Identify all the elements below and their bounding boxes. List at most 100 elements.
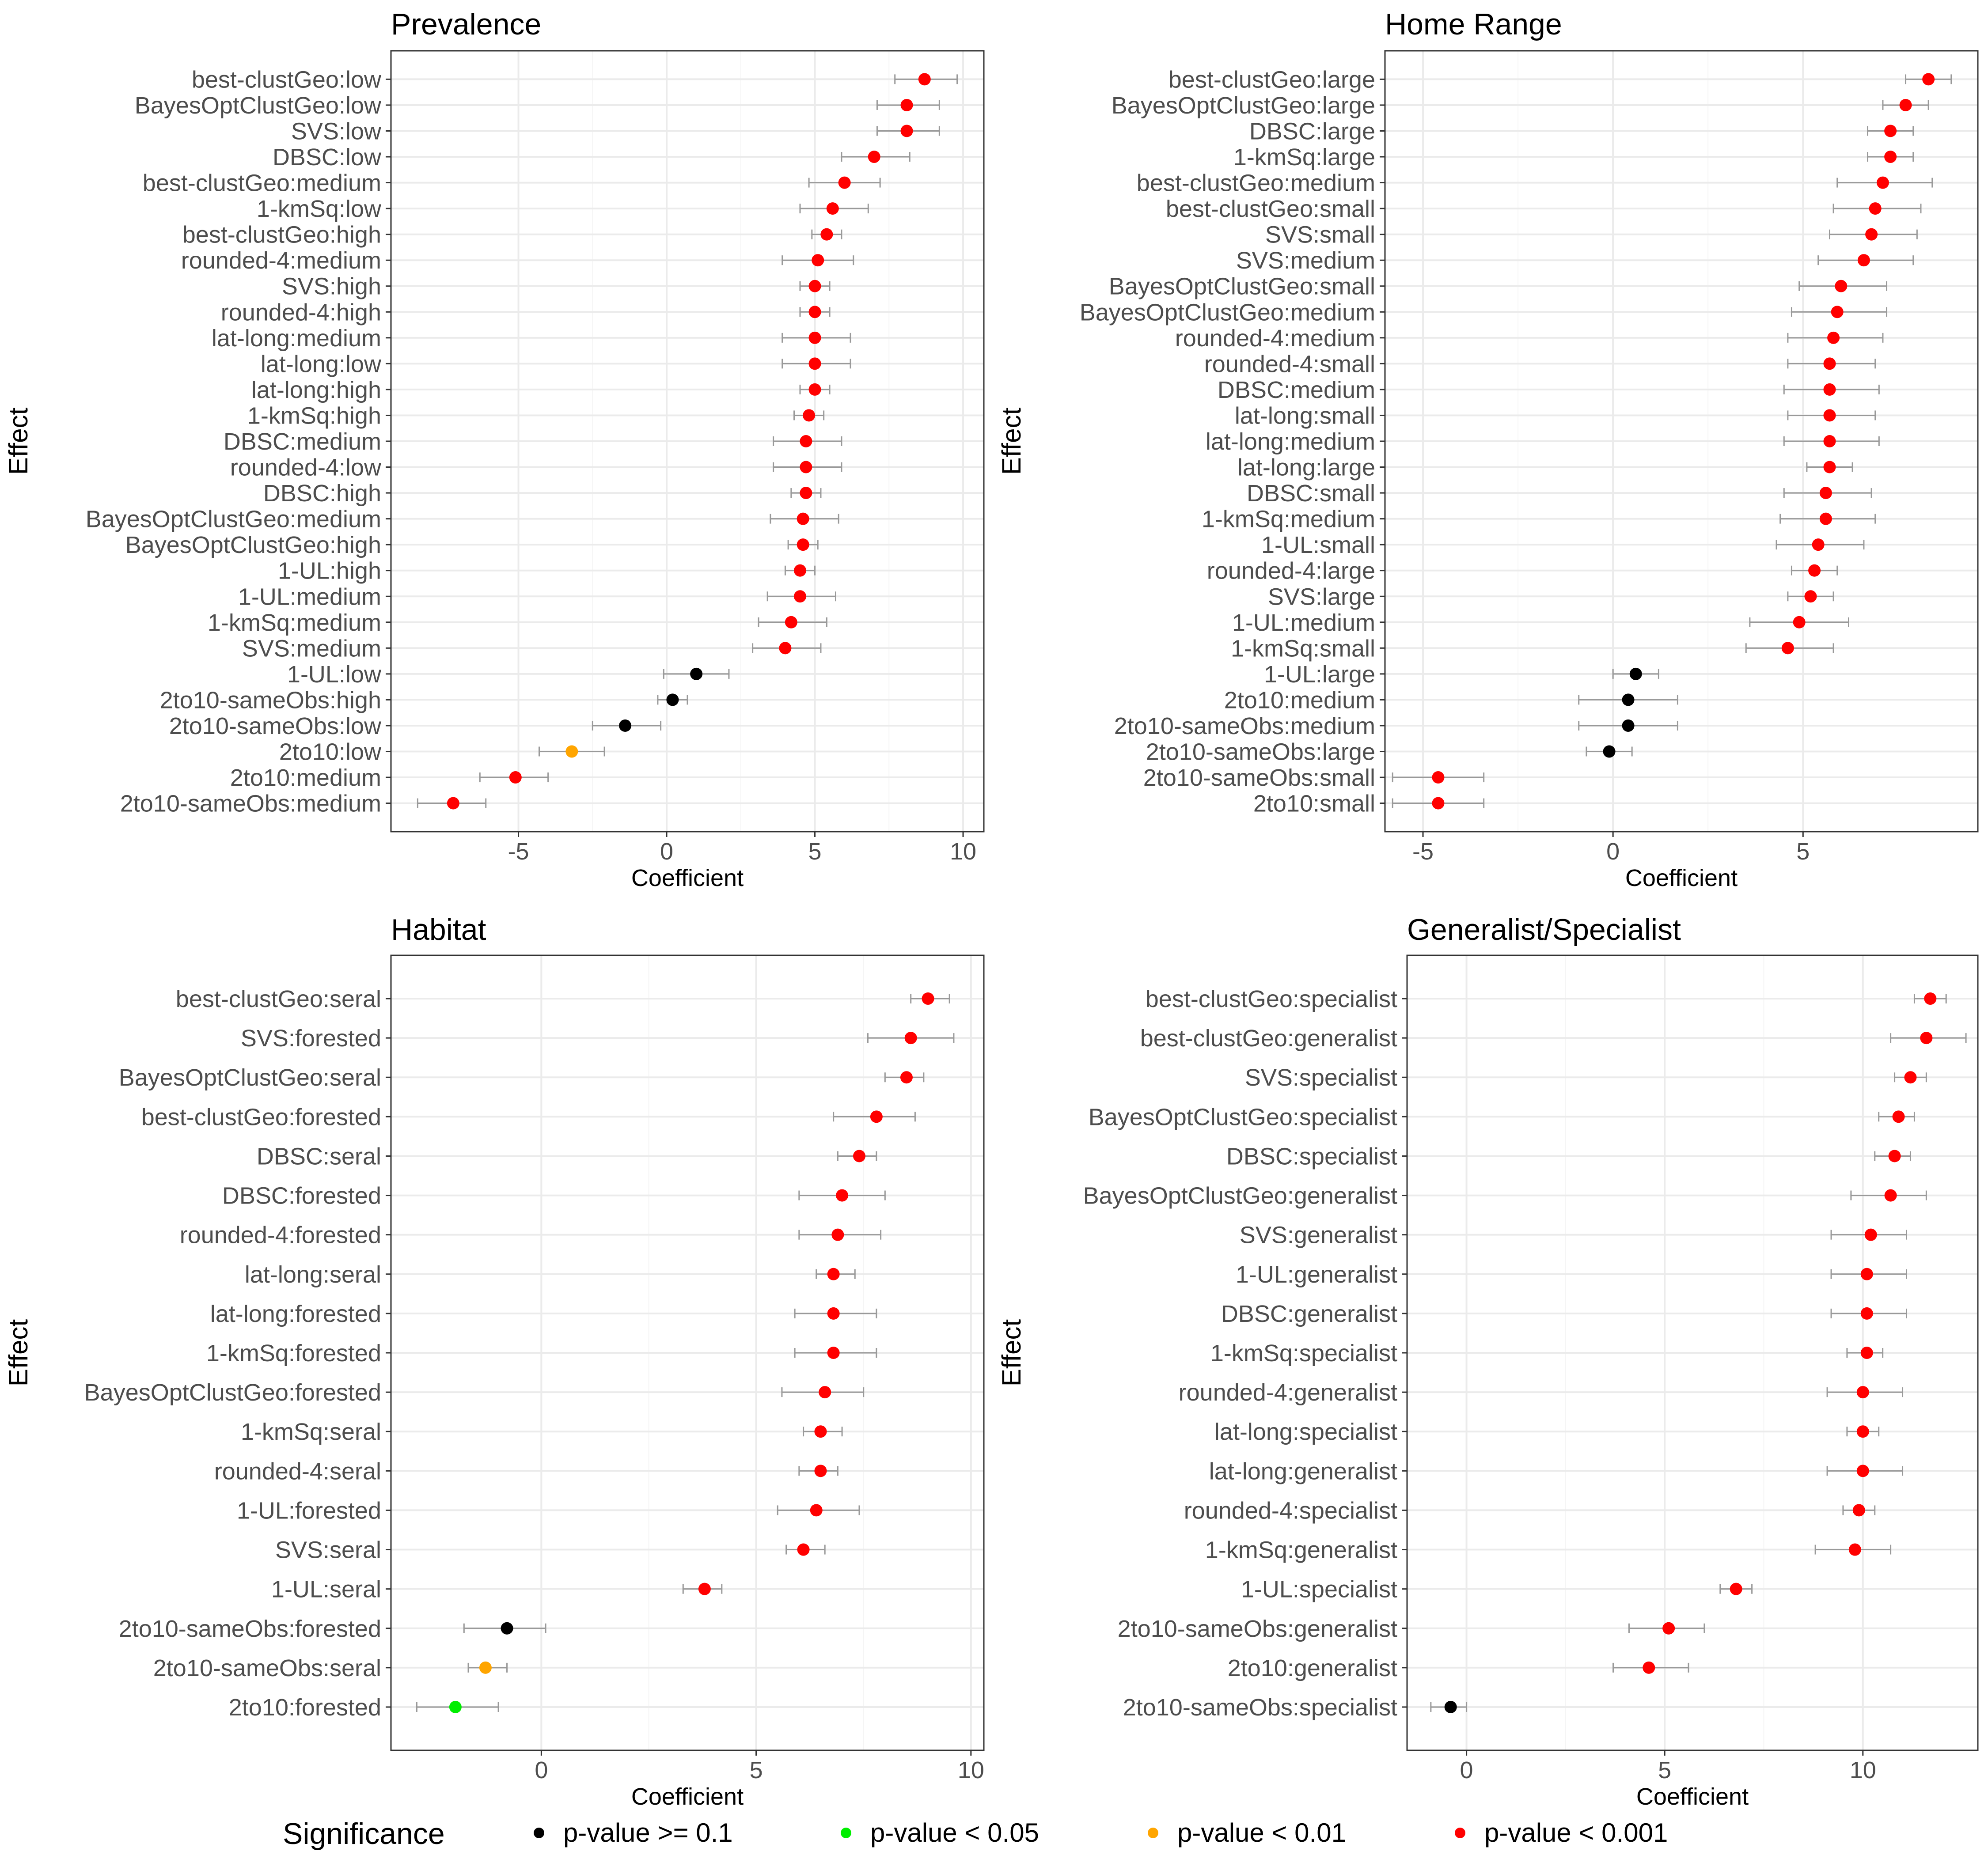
point-marker <box>1781 642 1794 655</box>
y-tick-label: 2to10:low <box>279 739 382 765</box>
point-marker <box>900 1071 913 1084</box>
point-marker <box>827 1347 840 1359</box>
point-marker <box>826 202 839 215</box>
point-marker <box>900 98 913 111</box>
point-marker <box>1662 1622 1675 1635</box>
y-tick-label: DBSC:generalist <box>1221 1301 1397 1327</box>
point-marker <box>1823 409 1836 422</box>
point-marker <box>808 280 821 292</box>
point-marker <box>853 1150 865 1162</box>
y-tick-label: 2to10-sameObs:forested <box>119 1616 381 1642</box>
y-tick-label: lat-long:low <box>261 351 382 377</box>
point-marker <box>812 254 824 267</box>
point-marker <box>797 538 809 551</box>
y-tick-label: 1-kmSq:medium <box>1202 506 1375 533</box>
point-marker <box>1819 487 1832 500</box>
panel-prevalence: best-clustGeo:lowBayesOptClustGeo:lowSVS… <box>4 8 985 891</box>
y-tick-label: lat-long:generalist <box>1209 1458 1397 1484</box>
y-tick-label: rounded-4:low <box>230 454 382 481</box>
point-marker <box>814 1425 827 1438</box>
point-marker <box>1904 1071 1917 1084</box>
point-marker <box>827 1307 840 1320</box>
y-tick-label: DBSC:medium <box>224 428 381 455</box>
point-marker <box>1857 254 1870 267</box>
y-tick-label: 1-UL:specialist <box>1241 1576 1397 1603</box>
y-tick-label: BayesOptClustGeo:medium <box>86 506 381 533</box>
point-marker <box>1603 745 1616 758</box>
point-marker <box>1835 280 1848 292</box>
y-tick-label: best-clustGeo:generalist <box>1140 1025 1397 1052</box>
point-marker <box>690 667 703 680</box>
point-marker <box>831 1228 844 1241</box>
y-tick-label: BayesOptClustGeo:high <box>125 532 381 558</box>
point-marker <box>447 797 459 810</box>
y-axis-title: Effect <box>997 1319 1026 1387</box>
point-marker <box>1884 125 1897 137</box>
y-tick-label: BayesOptClustGeo:forested <box>84 1379 381 1406</box>
y-tick-label: best-clustGeo:seral <box>176 986 381 1012</box>
x-tick-label: -5 <box>1412 838 1434 865</box>
y-tick-label: 1-UL:high <box>278 558 381 584</box>
point-marker <box>808 306 821 318</box>
point-marker <box>1823 461 1836 473</box>
x-tick-label: 0 <box>1460 1757 1473 1783</box>
point-marker <box>509 771 522 784</box>
point-marker <box>1876 176 1889 189</box>
point-marker <box>1924 992 1937 1005</box>
y-tick-label: lat-long:forested <box>210 1301 381 1327</box>
x-tick-label: 5 <box>750 1757 763 1783</box>
y-tick-label: 1-UL:medium <box>1232 610 1375 636</box>
y-tick-label: best-clustGeo:large <box>1169 66 1375 93</box>
point-marker <box>1856 1465 1869 1477</box>
y-tick-label: lat-long:seral <box>245 1261 381 1288</box>
y-tick-label: SVS:medium <box>1236 247 1375 274</box>
point-marker <box>1884 151 1897 163</box>
y-tick-label: lat-long:specialist <box>1214 1419 1397 1445</box>
point-marker <box>800 461 812 473</box>
y-tick-label: BayesOptClustGeo:small <box>1109 273 1375 300</box>
point-marker <box>808 383 821 396</box>
y-tick-label: DBSC:small <box>1247 480 1375 507</box>
y-tick-label: 2to10:small <box>1253 791 1375 817</box>
point-marker <box>1864 1228 1877 1241</box>
y-tick-label: 2to10-sameObs:medium <box>120 791 381 817</box>
point-marker <box>1444 1700 1457 1713</box>
point-marker <box>803 409 816 422</box>
y-tick-label: SVS:low <box>291 118 382 144</box>
x-axis-title: Coefficient <box>1636 1783 1749 1810</box>
point-marker <box>808 357 821 370</box>
point-marker <box>1823 357 1836 370</box>
point-marker <box>820 228 833 241</box>
y-tick-label: 1-UL:seral <box>271 1576 381 1603</box>
point-marker <box>1860 1268 1873 1280</box>
y-tick-label: DBSC:seral <box>257 1143 381 1170</box>
y-tick-label: BayesOptClustGeo:medium <box>1080 299 1375 326</box>
y-tick-label: 1-kmSq:medium <box>208 610 381 636</box>
y-tick-label: SVS:small <box>1265 222 1375 248</box>
x-tick-label: 10 <box>950 838 976 865</box>
y-tick-label: 1-kmSq:seral <box>241 1419 381 1445</box>
point-marker <box>797 1543 810 1556</box>
point-marker <box>836 1189 849 1202</box>
legend-swatch <box>1148 1828 1158 1838</box>
y-tick-label: 1-kmSq:low <box>257 196 382 222</box>
y-tick-label: SVS:large <box>1268 583 1375 610</box>
y-tick-label: 1-kmSq:large <box>1233 144 1375 170</box>
point-marker <box>810 1504 823 1517</box>
point-marker <box>827 1268 840 1280</box>
point-marker <box>904 1032 917 1045</box>
y-tick-label: lat-long:medium <box>1206 428 1375 455</box>
y-tick-label: 2to10-sameObs:low <box>169 713 382 739</box>
y-tick-label: 1-UL:forested <box>237 1497 381 1524</box>
y-tick-label: 1-UL:low <box>287 661 382 688</box>
point-marker <box>1888 1150 1901 1162</box>
point-marker <box>479 1661 492 1674</box>
y-tick-label: rounded-4:specialist <box>1184 1497 1397 1524</box>
point-marker <box>1848 1543 1861 1556</box>
x-axis-title: Coefficient <box>631 865 744 891</box>
y-tick-label: 1-kmSq:specialist <box>1210 1340 1397 1367</box>
y-tick-label: 2to10-sameObs:large <box>1146 739 1375 765</box>
point-marker <box>1856 1386 1869 1399</box>
x-tick-label: 0 <box>660 838 673 865</box>
panel-title: Habitat <box>391 913 486 946</box>
